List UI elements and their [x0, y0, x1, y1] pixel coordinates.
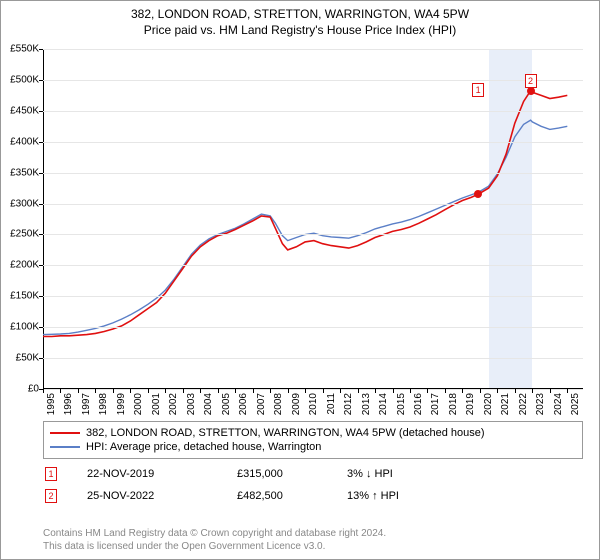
x-axis-label: 2016: [413, 393, 424, 415]
sales-table: 1 22-NOV-2019 £315,000 3% ↓ HPI 2 25-NOV…: [43, 463, 583, 507]
chart-subtitle: Price paid vs. HM Land Registry's House …: [1, 21, 599, 41]
footer-line-2: This data is licensed under the Open Gov…: [43, 540, 386, 553]
y-axis-label: £150K: [10, 291, 39, 302]
y-axis-label: £250K: [10, 229, 39, 240]
x-axis-label: 1997: [81, 393, 92, 415]
marker-dot-1: [474, 190, 482, 198]
marker-label-2: 2: [525, 74, 537, 88]
y-axis-label: £300K: [10, 198, 39, 209]
legend-item-hpi: HPI: Average price, detached house, Warr…: [50, 440, 576, 454]
y-axis-label: £550K: [10, 44, 39, 55]
x-axis-label: 2014: [378, 393, 389, 415]
x-axis-label: 2019: [465, 393, 476, 415]
x-axis-label: 2010: [308, 393, 319, 415]
x-axis-label: 2015: [396, 393, 407, 415]
legend-swatch-property: [50, 432, 80, 434]
sale-row-2: 2 25-NOV-2022 £482,500 13% ↑ HPI: [43, 485, 583, 507]
marker-label-1: 1: [472, 83, 484, 97]
y-axis-label: £500K: [10, 74, 39, 85]
chart-container: 382, LONDON ROAD, STRETTON, WARRINGTON, …: [0, 0, 600, 560]
sale-date-2: 25-NOV-2022: [87, 490, 207, 502]
x-axis-label: 2012: [343, 393, 354, 415]
y-axis-label: £200K: [10, 260, 39, 271]
sale-row-1: 1 22-NOV-2019 £315,000 3% ↓ HPI: [43, 463, 583, 485]
y-axis-label: £100K: [10, 322, 39, 333]
x-axis-label: 2018: [448, 393, 459, 415]
x-axis-label: 2009: [291, 393, 302, 415]
x-axis-label: 2000: [133, 393, 144, 415]
x-axis-label: 2004: [203, 393, 214, 415]
x-axis-label: 1998: [98, 393, 109, 415]
x-axis-label: 2017: [430, 393, 441, 415]
y-axis-label: £400K: [10, 136, 39, 147]
x-axis-label: 2023: [535, 393, 546, 415]
x-axis-label: 2006: [238, 393, 249, 415]
x-axis-label: 2003: [186, 393, 197, 415]
x-axis-label: 2024: [553, 393, 564, 415]
chart-area: £0£50K£100K£150K£200K£250K£300K£350K£400…: [43, 49, 583, 389]
sale-marker-1: 1: [45, 467, 57, 481]
footer-line-1: Contains HM Land Registry data © Crown c…: [43, 527, 386, 540]
y-axis-label: £450K: [10, 105, 39, 116]
x-axis-label: 2011: [326, 393, 337, 415]
y-axis-label: £350K: [10, 167, 39, 178]
legend-label-property: 382, LONDON ROAD, STRETTON, WARRINGTON, …: [86, 427, 485, 439]
y-axis-label: £50K: [16, 353, 39, 364]
x-axis-label: 1995: [46, 393, 57, 415]
marker-dot-2: [527, 87, 535, 95]
legend-item-property: 382, LONDON ROAD, STRETTON, WARRINGTON, …: [50, 426, 576, 440]
x-axis-label: 1996: [63, 393, 74, 415]
line-series: [43, 49, 583, 389]
x-axis-label: 2020: [483, 393, 494, 415]
chart-title: 382, LONDON ROAD, STRETTON, WARRINGTON, …: [1, 1, 599, 21]
series-hpi: [43, 120, 567, 335]
x-axis-label: 2008: [273, 393, 284, 415]
sale-diff-1: 3% ↓ HPI: [347, 468, 447, 480]
x-axis-label: 2025: [570, 393, 581, 415]
x-axis-label: 2002: [168, 393, 179, 415]
x-axis-label: 2005: [221, 393, 232, 415]
x-axis-label: 2007: [256, 393, 267, 415]
series-property: [43, 91, 567, 337]
x-axis-label: 2021: [500, 393, 511, 415]
legend: 382, LONDON ROAD, STRETTON, WARRINGTON, …: [43, 421, 583, 459]
sale-diff-2: 13% ↑ HPI: [347, 490, 447, 502]
footer: Contains HM Land Registry data © Crown c…: [43, 527, 386, 553]
x-axis-label: 2001: [151, 393, 162, 415]
sale-price-2: £482,500: [237, 490, 317, 502]
x-axis-label: 1999: [116, 393, 127, 415]
sale-price-1: £315,000: [237, 468, 317, 480]
legend-label-hpi: HPI: Average price, detached house, Warr…: [86, 441, 321, 453]
x-axis-label: 2022: [518, 393, 529, 415]
sale-date-1: 22-NOV-2019: [87, 468, 207, 480]
y-axis-label: £0: [28, 384, 39, 395]
x-axis-label: 2013: [361, 393, 372, 415]
sale-marker-2: 2: [45, 489, 57, 503]
legend-swatch-hpi: [50, 446, 80, 448]
